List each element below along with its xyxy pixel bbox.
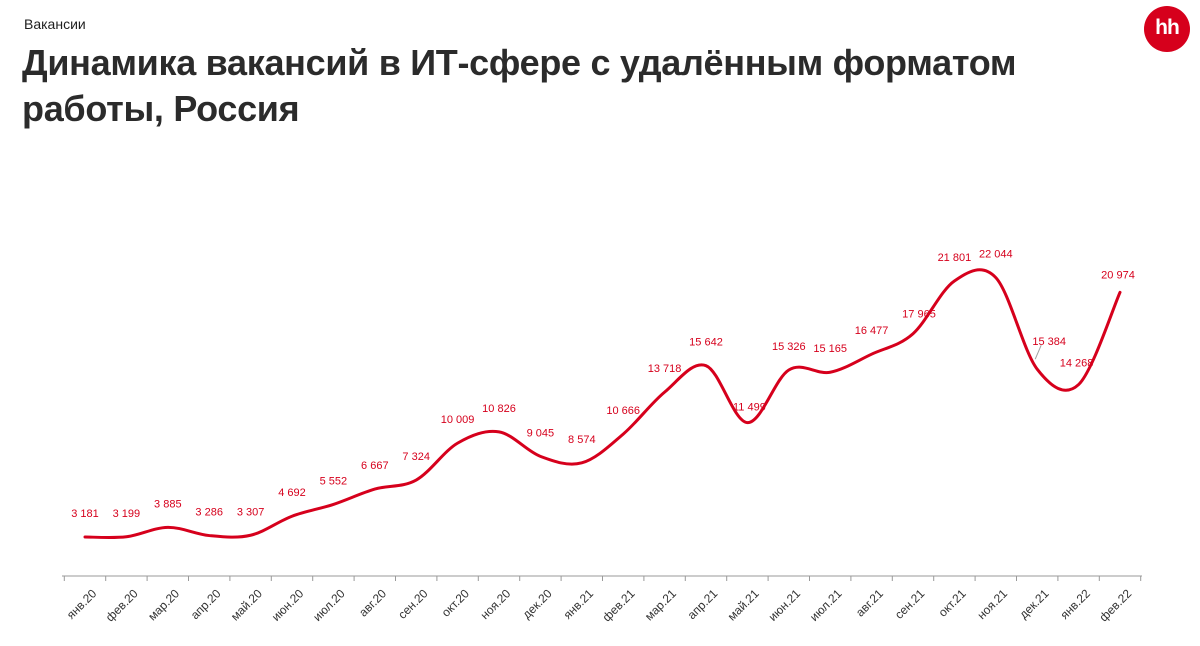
data-label: 16 477 [855, 325, 889, 337]
x-tick-label: ноя.20 [478, 586, 514, 622]
x-tick-label: окт.21 [936, 586, 969, 619]
data-label: 20 974 [1101, 269, 1135, 281]
data-label: 15 165 [813, 343, 847, 355]
data-label: 15 326 [772, 341, 806, 353]
data-label: 7 324 [402, 451, 430, 463]
x-tick-label: фев.20 [103, 586, 141, 624]
x-tick-label: окт.20 [439, 586, 472, 619]
label-leader-line [1034, 345, 1042, 360]
data-label: 14 268 [1060, 358, 1094, 370]
data-label: 10 666 [606, 405, 640, 417]
data-label: 21 801 [938, 252, 972, 264]
x-tick-label: фев.22 [1096, 586, 1134, 624]
x-tick-label: сен.21 [892, 586, 928, 622]
x-tick-label: фев.21 [600, 586, 638, 624]
data-label: 17 965 [902, 309, 936, 321]
data-label: 3 885 [154, 498, 182, 510]
hh-logo-text: hh [1155, 16, 1180, 39]
x-tick-label: мар.20 [145, 586, 182, 623]
x-tick-label: апр.21 [685, 586, 721, 622]
data-label: 13 718 [648, 363, 682, 375]
x-tick-label: апр.20 [188, 586, 224, 622]
data-label: 9 045 [527, 427, 555, 439]
x-tick-label: янв.21 [561, 586, 597, 622]
data-label: 6 667 [361, 460, 389, 472]
x-tick-label: май.21 [725, 586, 762, 623]
data-label: 3 181 [71, 508, 99, 520]
chart-subtitle: Вакансии [24, 16, 86, 32]
data-label: 8 574 [568, 434, 596, 446]
data-label: 10 826 [482, 403, 516, 415]
x-tick-label: авг.21 [853, 586, 886, 619]
x-tick-label: янв.20 [64, 586, 100, 622]
series-line [83, 268, 1122, 540]
data-label: 10 009 [441, 414, 475, 426]
data-label: 3 307 [237, 506, 265, 518]
x-tick-label: ноя.21 [974, 586, 1010, 622]
x-tick-label: мар.21 [642, 586, 679, 623]
data-label: 15 642 [689, 337, 723, 349]
data-label: 3 199 [113, 508, 141, 520]
hh-logo: hh [1144, 6, 1190, 52]
x-tick-label: июл.20 [310, 586, 348, 624]
x-tick-label: сен.20 [395, 586, 431, 622]
data-label: 3 286 [195, 507, 223, 519]
x-tick-label: июл.21 [807, 586, 845, 624]
x-tick-label: июн.21 [766, 586, 804, 624]
data-label: 15 384 [1032, 336, 1066, 348]
x-tick-label: янв.22 [1057, 586, 1093, 622]
data-label: 11 499 [733, 402, 766, 414]
x-tick-label: дек.21 [1016, 586, 1051, 621]
data-label: 4 692 [278, 487, 306, 499]
x-tick-label: авг.20 [356, 586, 389, 619]
x-tick-label: май.20 [228, 586, 265, 623]
data-label: 5 552 [320, 475, 348, 487]
x-tick-label: дек.20 [520, 586, 555, 621]
x-tick-label: июн.20 [269, 586, 307, 624]
chart-title: Динамика вакансий в ИТ-сфере с удалённым… [22, 42, 1017, 129]
data-label: 22 044 [979, 249, 1013, 261]
